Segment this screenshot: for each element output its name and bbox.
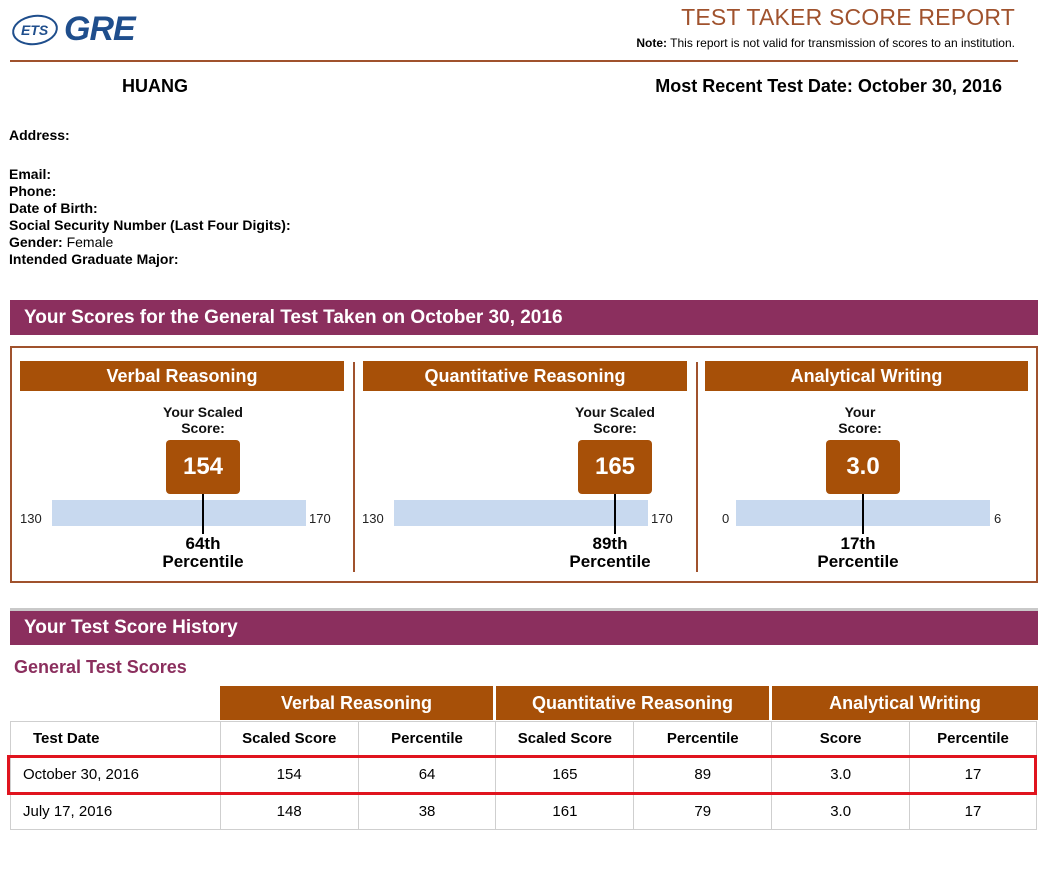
cell-quant-percentile: 89: [633, 755, 773, 793]
history-group-verbal: Verbal Reasoning: [220, 686, 493, 720]
dob-label: Date of Birth:: [9, 200, 98, 216]
verbal-min-tick: 130: [20, 511, 42, 526]
col-quant-scaled: Scaled Score: [495, 721, 635, 756]
writing-score-pointer: [862, 494, 864, 534]
writing-scaled-label: Your Score:: [838, 404, 882, 436]
note-label: Note:: [636, 36, 668, 50]
history-section-title: Your Test Score History: [10, 608, 1038, 645]
verbal-scaled-label: Your Scaled Score:: [163, 404, 243, 436]
quant-min-tick: 130: [362, 511, 384, 526]
report-note: Note: This report is not valid for trans…: [636, 36, 1015, 50]
writing-min-tick: 0: [722, 511, 730, 526]
ets-gre-logo: ETS GRE: [10, 10, 136, 49]
quant-section-header: Quantitative Reasoning: [363, 361, 687, 391]
writing-max-tick: 6: [994, 511, 1002, 526]
quant-scaled-label: Your Scaled Score:: [575, 404, 655, 436]
col-quant-percentile: Percentile: [633, 721, 773, 756]
header-divider: [10, 60, 1018, 62]
email-label: Email:: [9, 166, 52, 182]
verbal-range-bar: [52, 500, 306, 526]
quant-percentile: 89th Percentile: [569, 534, 651, 571]
cell-writing-percentile: 17: [909, 755, 1037, 793]
scores-section-title: Your Scores for the General Test Taken o…: [10, 300, 1038, 335]
col-verbal-scaled: Scaled Score: [219, 721, 359, 756]
gender-row: Gender: Female: [9, 234, 113, 250]
panel-separator: [696, 362, 698, 572]
cell-writing-score: 3.0: [771, 755, 911, 793]
col-writing-score: Score: [771, 721, 911, 756]
quant-max-tick: 170: [651, 511, 673, 526]
ets-logo-icon: ETS: [10, 11, 60, 48]
general-test-scores-title: General Test Scores: [14, 657, 187, 677]
writing-section-header: Analytical Writing: [705, 361, 1028, 391]
history-group-writing: Analytical Writing: [772, 686, 1038, 720]
cell-verbal-scaled: 148: [219, 792, 359, 830]
quant-range-bar: [394, 500, 648, 526]
cell-writing-score: 3.0: [771, 792, 911, 830]
table-header-row: Test Date Scaled Score Percentile Scaled…: [10, 721, 1037, 756]
gender-label: Gender:: [9, 234, 63, 250]
verbal-percentile: 64th Percentile: [162, 534, 244, 571]
cell-quant-percentile: 79: [633, 792, 773, 830]
history-group-quant: Quantitative Reasoning: [496, 686, 769, 720]
cell-verbal-scaled: 154: [219, 755, 359, 793]
cell-verbal-percentile: 64: [357, 755, 497, 793]
cell-verbal-percentile: 38: [357, 792, 497, 830]
verbal-score-pointer: [202, 494, 204, 534]
score-history-table: Test Date Scaled Score Percentile Scaled…: [10, 721, 1037, 830]
table-row: October 30, 2016 154 64 165 89 3.0 17: [10, 755, 1037, 793]
scores-panel: Verbal Reasoning Your Scaled Score: 154 1…: [10, 346, 1038, 583]
report-title: TEST TAKER SCORE REPORT: [681, 4, 1015, 30]
cell-quant-scaled: 165: [495, 755, 635, 793]
writing-percentile: 17th Percentile: [817, 534, 899, 571]
verbal-max-tick: 170: [309, 511, 331, 526]
most-recent-test-date: Most Recent Test Date: October 30, 2016: [655, 76, 1002, 96]
panel-separator: [353, 362, 355, 572]
phone-label: Phone:: [9, 183, 57, 199]
taker-name: HUANG: [122, 76, 188, 96]
col-test-date: Test Date: [10, 721, 221, 756]
major-label: Intended Graduate Major:: [9, 251, 179, 267]
table-row: July 17, 2016 148 38 161 79 3.0 17: [10, 792, 1037, 830]
ssn-label: Social Security Number (Last Four Digits…: [9, 217, 291, 233]
cell-quant-scaled: 161: [495, 792, 635, 830]
verbal-score-box: 154: [166, 440, 240, 494]
quant-score-pointer: [614, 494, 616, 534]
cell-writing-percentile: 17: [909, 792, 1037, 830]
quant-score-box: 165: [578, 440, 652, 494]
gre-logo-text: GRE: [64, 10, 136, 48]
cell-test-date: July 17, 2016: [10, 792, 221, 830]
writing-score-box: 3.0: [826, 440, 900, 494]
address-label: Address:: [9, 127, 70, 143]
gender-value: Female: [62, 234, 114, 250]
col-verbal-percentile: Percentile: [357, 721, 497, 756]
note-text: This report is not valid for transmissio…: [667, 36, 1015, 50]
col-writing-percentile: Percentile: [909, 721, 1037, 756]
verbal-section-header: Verbal Reasoning: [20, 361, 344, 391]
cell-test-date: October 30, 2016: [10, 755, 221, 793]
